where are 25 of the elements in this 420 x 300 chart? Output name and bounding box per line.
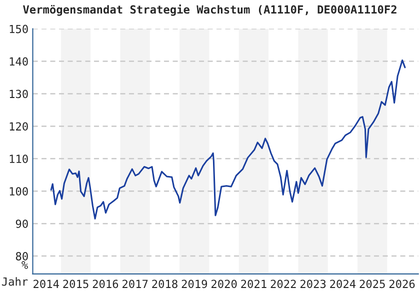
x-tick-label: 2015: [63, 280, 88, 288]
y-tick-label: 100: [10, 187, 28, 196]
y-tick-label: 80: [16, 252, 28, 260]
x-tick-label: 2021: [241, 280, 266, 288]
x-tick-label: 2017: [122, 280, 148, 288]
line-series: [50, 60, 406, 220]
chart-title: Vermögensmandat Strategie Wachstum (A1110F, DE000A1110F2: [23, 4, 396, 16]
y-tick-label: 110: [10, 154, 28, 164]
x-tick-label: 2014: [34, 280, 59, 288]
y-axis-title: %: [22, 261, 28, 269]
y-tick-label: 120: [10, 122, 28, 131]
y-tick-label: 130: [10, 90, 28, 98]
x-tick-label: 2023: [300, 280, 326, 288]
x-tick-label: 2024: [330, 280, 356, 288]
x-tick-label: 2025: [360, 280, 385, 288]
y-tick-label: 150: [10, 24, 28, 34]
x-tick-label: 2016: [92, 280, 118, 288]
x-tick-label: 2022: [270, 280, 296, 288]
y-tick-label: 90: [16, 220, 28, 228]
x-tick-label: 2020: [212, 280, 237, 288]
x-tick-label: 2026: [389, 280, 415, 288]
x-tick-label: 2019: [182, 280, 208, 288]
x-tick-label: 2018: [152, 280, 178, 288]
y-tick-label: 140: [10, 57, 28, 66]
x-axis-title: Jahr: [2, 277, 28, 286]
